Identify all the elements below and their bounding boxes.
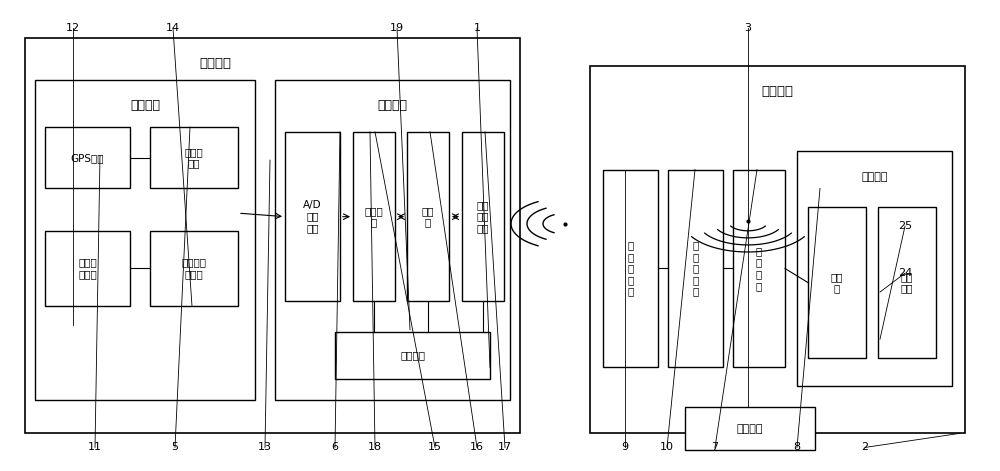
Text: 25: 25 <box>898 221 912 231</box>
Text: 14: 14 <box>166 23 180 33</box>
Text: 控制模块: 控制模块 <box>378 99 408 113</box>
Text: 5: 5 <box>172 442 178 453</box>
Text: 服务终端: 服务终端 <box>737 423 763 434</box>
FancyBboxPatch shape <box>285 132 340 301</box>
FancyBboxPatch shape <box>275 80 510 400</box>
Text: 6: 6 <box>332 442 338 453</box>
Text: 检测模块: 检测模块 <box>130 99 160 113</box>
FancyBboxPatch shape <box>25 38 520 433</box>
Text: 电源模块: 电源模块 <box>400 350 425 361</box>
FancyBboxPatch shape <box>150 127 238 188</box>
Text: 10: 10 <box>660 442 674 453</box>
Text: 微处理
器: 微处理 器 <box>365 206 383 227</box>
Text: 血氧浓度
传感器: 血氧浓度 传感器 <box>182 258 207 279</box>
Text: 16: 16 <box>470 442 484 453</box>
Text: 输入
设备: 输入 设备 <box>901 272 913 293</box>
Text: 19: 19 <box>390 23 404 33</box>
Text: 监控主站: 监控主站 <box>762 85 794 98</box>
Text: 1: 1 <box>474 23 480 33</box>
Text: 2: 2 <box>861 442 869 453</box>
FancyBboxPatch shape <box>733 170 785 367</box>
Text: 18: 18 <box>368 442 382 453</box>
Text: 加速度
传感器: 加速度 传感器 <box>78 258 97 279</box>
Text: GPS模块: GPS模块 <box>71 153 104 163</box>
Text: 13: 13 <box>258 442 272 453</box>
Text: 心率传
感器: 心率传 感器 <box>185 147 203 169</box>
Text: 外接设备: 外接设备 <box>861 171 888 182</box>
Text: A/D
转换
模块: A/D 转换 模块 <box>303 200 322 233</box>
FancyBboxPatch shape <box>878 207 936 358</box>
Text: 24: 24 <box>898 268 912 278</box>
Text: 7: 7 <box>711 442 719 453</box>
FancyBboxPatch shape <box>685 407 815 450</box>
Text: 12: 12 <box>66 23 80 33</box>
Text: 11: 11 <box>88 442 102 453</box>
Text: 存储
器: 存储 器 <box>422 206 434 227</box>
Text: 8: 8 <box>793 442 801 453</box>
Text: 监测终端: 监测终端 <box>199 57 231 70</box>
FancyBboxPatch shape <box>407 132 449 301</box>
FancyBboxPatch shape <box>35 80 255 400</box>
FancyBboxPatch shape <box>150 231 238 306</box>
FancyBboxPatch shape <box>462 132 504 301</box>
FancyBboxPatch shape <box>45 127 130 188</box>
Text: 15: 15 <box>428 442 442 453</box>
Text: 无线
通讯
模块: 无线 通讯 模块 <box>477 200 489 233</box>
Text: 9: 9 <box>621 442 629 453</box>
Text: 17: 17 <box>498 442 512 453</box>
FancyBboxPatch shape <box>45 231 130 306</box>
FancyBboxPatch shape <box>808 207 866 358</box>
FancyBboxPatch shape <box>603 170 658 367</box>
Text: 信
号
接
收
器: 信 号 接 收 器 <box>627 240 634 297</box>
Text: 网
络
交
换
机: 网 络 交 换 机 <box>692 240 699 297</box>
FancyBboxPatch shape <box>590 66 965 433</box>
Text: 监
测
主
机: 监 测 主 机 <box>756 246 762 291</box>
FancyBboxPatch shape <box>797 151 952 386</box>
Text: 显示
器: 显示 器 <box>831 272 843 293</box>
FancyBboxPatch shape <box>668 170 723 367</box>
FancyBboxPatch shape <box>353 132 395 301</box>
FancyBboxPatch shape <box>335 332 490 379</box>
Text: 3: 3 <box>744 23 752 33</box>
